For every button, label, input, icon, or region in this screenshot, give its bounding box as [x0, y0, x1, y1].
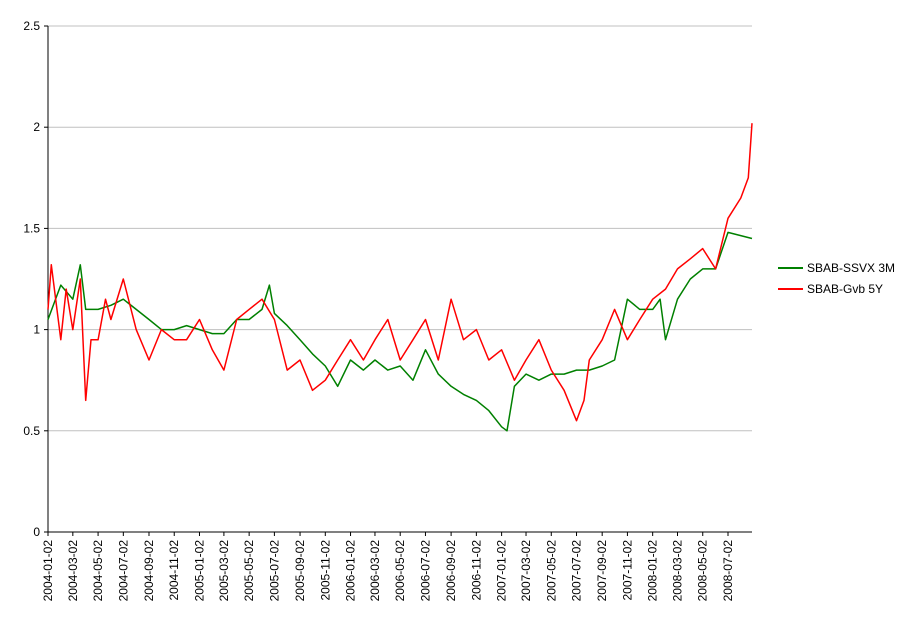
x-tick-label: 2005-05-02: [242, 540, 256, 602]
x-tick-label: 2006-05-02: [393, 540, 407, 602]
x-tick-label: 2004-05-02: [91, 540, 105, 602]
x-tick-label: 2005-09-02: [293, 540, 307, 602]
x-tick-label: 2004-01-02: [41, 540, 55, 602]
x-tick-label: 2006-07-02: [418, 540, 432, 602]
series-lines: [47, 123, 753, 432]
y-tick-label: 0.5: [23, 424, 40, 438]
x-tick-label: 2007-09-02: [595, 540, 609, 602]
y-tick-label: 1.5: [23, 221, 40, 235]
x-tick-label: 2008-01-02: [646, 540, 660, 602]
series-line-1: [47, 123, 753, 422]
x-tick-label: 2005-07-02: [267, 540, 281, 602]
x-tick-label: 2004-03-02: [66, 540, 80, 602]
x-tick-label: 2008-07-02: [721, 540, 735, 602]
x-tick-label: 2006-09-02: [444, 540, 458, 602]
x-tick-label: 2006-11-02: [469, 540, 483, 601]
x-tick-label: 2007-07-02: [570, 540, 584, 602]
x-tick-label: 2005-01-02: [192, 540, 206, 602]
legend-label: SBAB-Gvb 5Y: [807, 282, 883, 296]
x-tick-label: 2005-11-02: [318, 540, 332, 601]
x-tick-label: 2006-03-02: [368, 540, 382, 602]
x-tick-label: 2007-05-02: [544, 540, 558, 602]
y-tick-label: 2: [33, 120, 40, 134]
x-tick-label: 2004-11-02: [167, 540, 181, 601]
series-line-0: [47, 231, 753, 432]
x-tick-label: 2004-09-02: [142, 540, 156, 602]
x-tick-label: 2004-07-02: [116, 540, 130, 602]
legend-label: SBAB-SSVX 3M: [807, 261, 895, 275]
x-tick-label: 2005-03-02: [217, 540, 231, 602]
x-tick-labels: 2004-01-02 2004-03-02 2004-05-02 2004-07-02…: [41, 540, 735, 602]
x-tick-label: 2007-11-02: [620, 540, 634, 601]
y-tick-label: 1: [33, 323, 40, 337]
x-tick-label: 2007-01-02: [495, 540, 509, 602]
axes: [44, 25, 752, 536]
x-tick-label: 2008-05-02: [696, 540, 710, 602]
legend: SBAB-SSVX 3M SBAB-Gvb 5Y: [778, 261, 895, 296]
x-tick-label: 2007-03-02: [519, 540, 533, 602]
y-tick-labels: 0 0.5 1 1.5 2 2.5: [23, 19, 40, 539]
grid-lines: [48, 25, 752, 432]
y-tick-label: 0: [33, 525, 40, 539]
x-tick-label: 2008-03-02: [671, 540, 685, 602]
y-tick-label: 2.5: [23, 19, 40, 33]
x-tick-label: 2006-01-02: [344, 540, 358, 602]
